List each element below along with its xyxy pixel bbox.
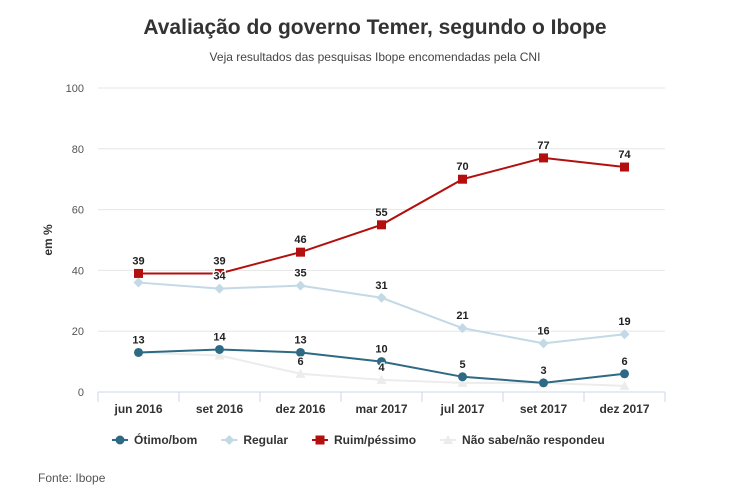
data-point[interactable] [539,153,548,163]
y-tick-label: 100 [66,83,84,95]
data-point[interactable] [296,347,305,357]
data-label: 55 [375,207,387,219]
data-label: 4 [378,362,385,374]
y-axis-label: em % [41,224,55,256]
data-label: 31 [375,280,387,292]
data-point[interactable] [443,435,454,444]
data-label: 35 [294,268,306,280]
data-point[interactable] [538,338,549,349]
legend-label: Ruim/péssimo [334,433,416,447]
chart-title: Avaliação do governo Temer, segundo o Ib… [143,16,606,39]
data-label: 77 [537,140,549,152]
legend-label: Ótimo/bom [134,432,197,447]
legend-item[interactable]: Ruim/péssimo [312,433,416,447]
data-point[interactable] [376,292,387,303]
data-point[interactable] [134,347,143,357]
y-tick-label: 20 [72,326,84,338]
data-point[interactable] [214,350,225,360]
data-point[interactable] [215,268,224,278]
data-point[interactable] [458,372,467,382]
data-label: 19 [618,316,630,328]
data-point[interactable] [457,323,468,334]
y-tick-label: 60 [72,205,84,217]
data-point[interactable] [620,162,629,172]
data-label: 6 [297,356,303,368]
data-label: 70 [456,161,468,173]
x-tick-label: jul 2017 [439,402,484,416]
legend-item[interactable]: Ótimo/bom [112,432,197,447]
data-point[interactable] [295,280,306,291]
data-label: 34 [213,271,226,283]
data-point[interactable] [376,374,387,384]
data-point[interactable] [215,344,224,354]
data-label: 74 [618,149,631,161]
data-point[interactable] [214,283,225,294]
data-label: 10 [375,344,387,356]
y-tick-label: 40 [72,265,84,277]
data-label: 13 [132,334,144,346]
y-tick-label: 80 [72,144,84,156]
data-point[interactable] [458,174,467,184]
data-point[interactable] [620,369,629,379]
data-label: 39 [132,255,144,267]
series-2 [134,153,629,278]
data-point[interactable] [377,357,386,367]
legend-label: Não sabe/não respondeu [462,433,605,447]
series-0 [134,344,629,388]
data-point[interactable] [296,247,305,257]
data-point[interactable] [315,435,325,445]
data-label: 13 [294,334,306,346]
data-point[interactable] [134,268,143,278]
data-label: 6 [621,356,627,368]
data-point[interactable] [377,220,386,230]
legend-label: Regular [243,433,288,447]
x-tick-label: set 2017 [520,402,568,416]
x-tick-label: dez 2016 [275,402,325,416]
data-label: 16 [537,325,549,337]
x-tick-label: mar 2017 [355,402,407,416]
x-tick-label: set 2016 [196,402,244,416]
x-tick-label: jun 2016 [113,402,162,416]
data-label: 46 [294,234,306,246]
data-point[interactable] [619,329,630,340]
data-point[interactable] [224,435,235,445]
data-label: 3 [540,365,546,377]
x-tick-label: dez 2017 [599,402,649,416]
legend-item[interactable]: Não sabe/não respondeu [440,433,605,447]
data-point[interactable] [457,377,468,387]
chart-subtitle: Veja resultados das pesquisas Ibope enco… [210,50,541,64]
series-1 [133,277,630,349]
data-point[interactable] [539,378,548,388]
data-point[interactable] [115,435,125,445]
data-point[interactable] [619,380,630,390]
y-tick-label: 0 [78,387,84,399]
data-point[interactable] [133,277,144,288]
data-label: 21 [456,310,468,322]
data-label: 14 [213,331,226,343]
legend-item[interactable]: Regular [221,433,288,447]
data-point[interactable] [295,368,306,378]
data-label: 5 [459,359,465,371]
source-note: Fonte: Ibope [38,471,106,485]
data-label: 39 [213,255,225,267]
